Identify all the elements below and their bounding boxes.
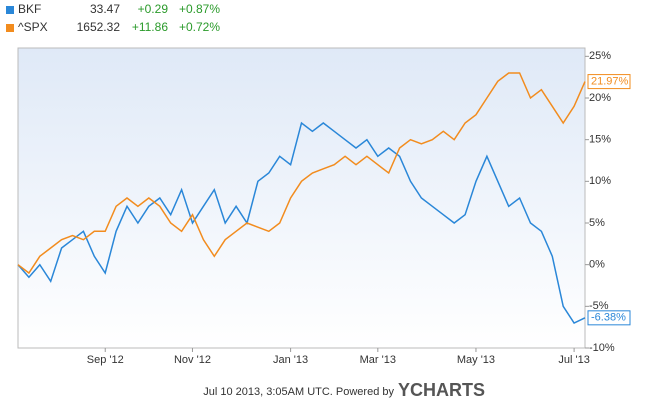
y-tick-label: 5% [589,217,605,229]
y-tick-label: 10% [589,175,611,187]
legend-price: 33.47 [90,2,120,16]
legend-price: 1652.32 [77,20,121,34]
y-tick-label: 0% [589,259,605,271]
brand: YCHARTS [398,380,485,400]
x-tick-label: May '13 [457,354,495,366]
end-label: 21.97% [591,75,629,87]
end-label: -6.38% [591,312,626,324]
y-tick-label: 25% [589,50,611,62]
x-tick-label: Jul '13 [558,354,589,366]
legend-change: +0.29 [138,2,169,16]
legend-name: BKF [18,2,41,16]
x-tick-label: Sep '12 [87,354,124,366]
x-tick-label: Nov '12 [174,354,211,366]
series-line [17,121,586,324]
legend-change-pct: +0.87% [179,2,220,16]
footer: Jul 10 2013, 3:05AM UTC. Powered by [203,386,394,398]
legend-swatch [6,24,14,32]
y-tick-label: 15% [589,134,611,146]
legend-name: ^SPX [18,20,48,34]
end-label-box [587,74,631,90]
legend-change-pct: +0.72% [179,20,220,34]
y-tick-label: 20% [589,92,611,104]
y-tick-label: -10% [589,342,615,354]
legend-swatch [6,6,14,14]
legend-change: +11.86 [132,20,168,34]
x-tick-label: Jan '13 [273,354,308,366]
series-line [17,72,586,275]
end-label-box [587,310,631,326]
y-tick-label: -5% [589,300,609,312]
plot-area [17,47,586,349]
x-tick-label: Mar '13 [360,354,396,366]
